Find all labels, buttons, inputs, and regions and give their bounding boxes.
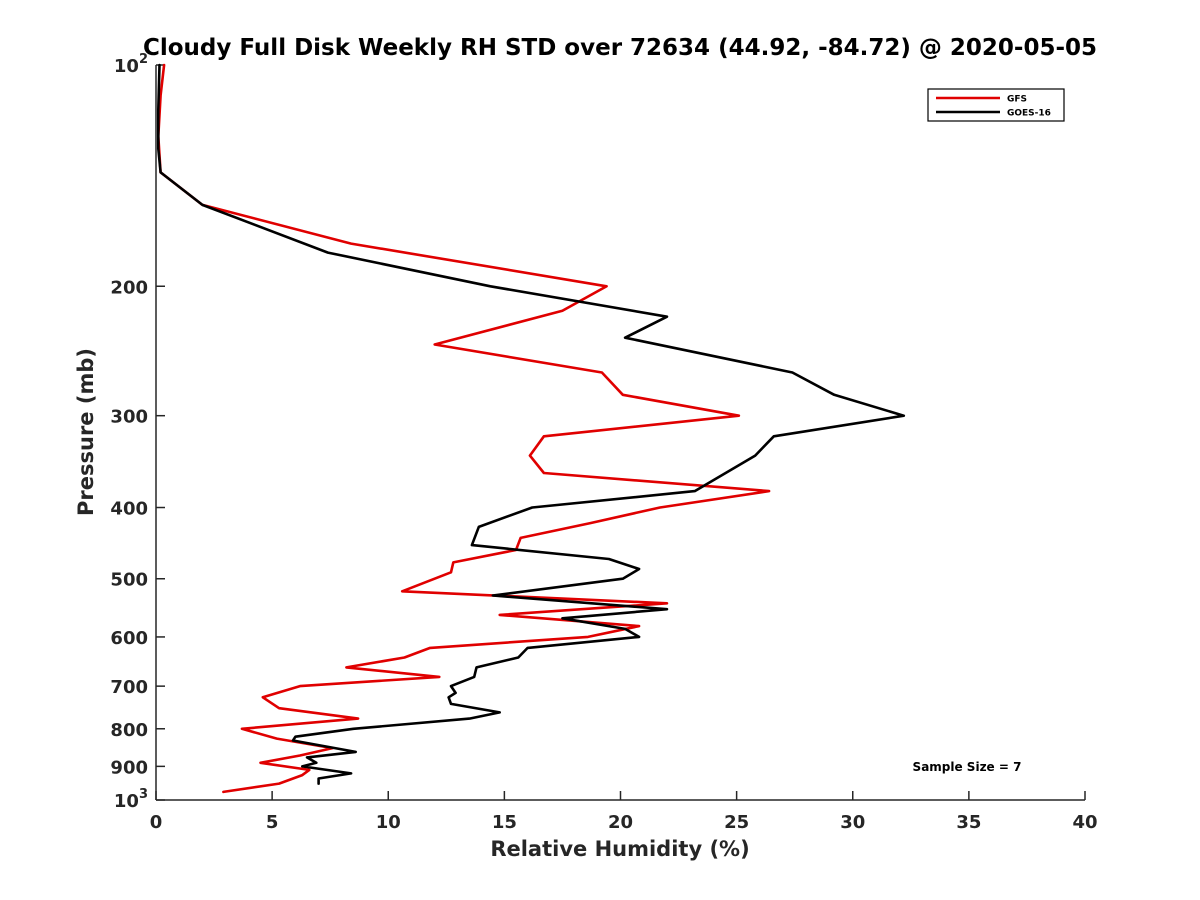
y-tick-label: 800 bbox=[110, 720, 148, 741]
series-line-goes-16 bbox=[157, 63, 906, 785]
x-axis-label: Relative Humidity (%) bbox=[490, 837, 749, 861]
series-line-gfs bbox=[157, 63, 771, 794]
legend-label-gfs: GFS bbox=[1007, 95, 1027, 105]
sample-size-annotation: Sample Size = 7 bbox=[913, 760, 1022, 774]
x-tick-label: 5 bbox=[266, 812, 279, 833]
y-tick-label-exponent: 2 bbox=[139, 52, 148, 67]
chart-title: Cloudy Full Disk Weekly RH STD over 7263… bbox=[143, 35, 1097, 61]
x-tick-label: 15 bbox=[492, 812, 517, 833]
y-tick-label-base: 200 bbox=[110, 277, 148, 298]
x-tick-label: 20 bbox=[608, 812, 633, 833]
y-tick-label: 500 bbox=[110, 570, 148, 591]
y-tick-label-base: 10 bbox=[114, 56, 139, 77]
y-tick-label-base: 800 bbox=[110, 720, 148, 741]
y-axis-label: Pressure (mb) bbox=[74, 348, 98, 516]
x-ticks: 0 5 10 15 20 25 30 35 40 bbox=[150, 791, 1098, 833]
y-tick-label-base: 700 bbox=[110, 677, 148, 698]
y-tick-label-base: 600 bbox=[110, 628, 148, 649]
x-tick-label: 0 bbox=[150, 812, 163, 833]
y-tick-label-base: 900 bbox=[110, 757, 148, 778]
y-tick-label: 600 bbox=[110, 628, 148, 649]
y-tick-label-base: 400 bbox=[110, 499, 148, 520]
y-tick-label-exponent: 3 bbox=[139, 787, 148, 802]
y-tick-label-base: 10 bbox=[114, 791, 139, 812]
series-layer bbox=[157, 63, 906, 794]
y-tick-label: 103 bbox=[114, 787, 148, 812]
plot-area: 0 5 10 15 20 25 30 35 40 10220030040050060070080… bbox=[110, 52, 1097, 833]
y-tick-label: 400 bbox=[110, 499, 148, 520]
y-tick-label-base: 500 bbox=[110, 570, 148, 591]
legend-label-goes-16: GOES-16 bbox=[1007, 109, 1051, 119]
x-tick-label: 10 bbox=[376, 812, 401, 833]
x-tick-label: 40 bbox=[1072, 812, 1097, 833]
x-tick-label: 30 bbox=[840, 812, 865, 833]
y-tick-label: 102 bbox=[114, 52, 148, 77]
legend-items: GFS GOES-16 bbox=[936, 95, 1051, 119]
x-tick-label: 35 bbox=[956, 812, 981, 833]
y-tick-label: 900 bbox=[110, 757, 148, 778]
y-tick-label: 200 bbox=[110, 277, 148, 298]
y-tick-label: 300 bbox=[110, 407, 148, 428]
y-tick-label: 700 bbox=[110, 677, 148, 698]
legend: GFS GOES-16 bbox=[927, 88, 1065, 122]
y-tick-label-base: 300 bbox=[110, 407, 148, 428]
x-tick-label: 25 bbox=[724, 812, 749, 833]
legend-box bbox=[927, 88, 1065, 122]
